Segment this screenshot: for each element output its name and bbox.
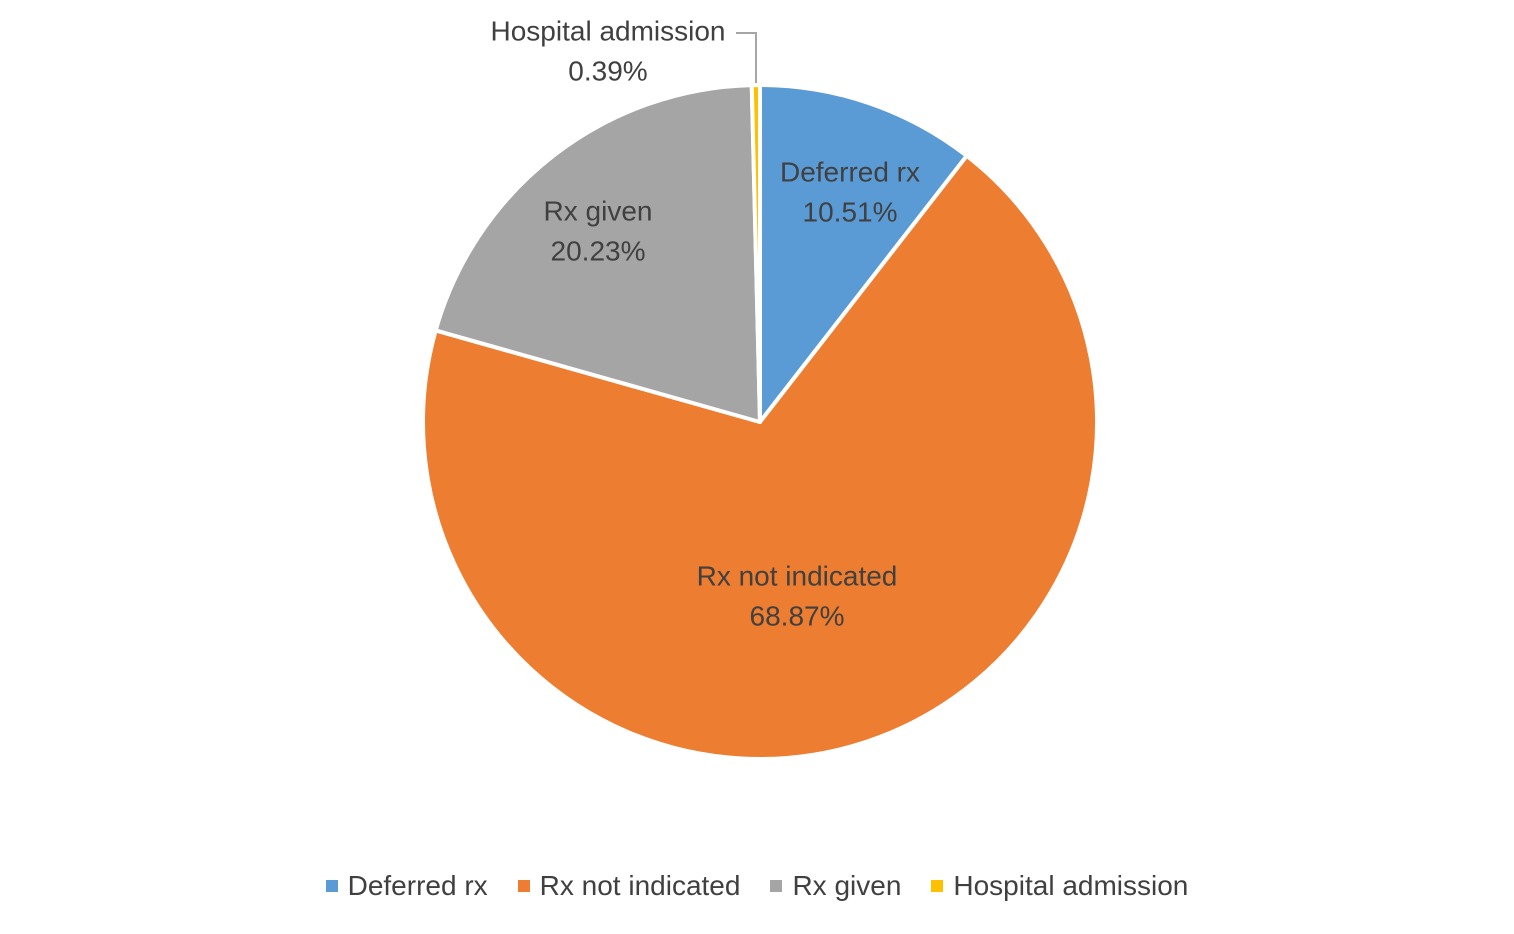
slice-label-rx-not-indicated: Rx not indicated 68.87% [697,560,898,631]
slice-label-rx-given: Rx given 20.23% [544,195,653,266]
legend-label-deferred-rx: Deferred rx [347,870,488,901]
legend-label-rx-not-indicated: Rx not indicated [539,870,741,901]
pie-slice-rx-not-indicated [421,153,1099,761]
pie-slice-hospital-admission [749,83,762,424]
legend-label-hospital-admission: Hospital admission [953,870,1189,901]
leader-line-hospital-admission [736,32,757,83]
pie-slice-rx-given [433,83,762,424]
pie-slices [421,83,1099,761]
slice-labels: Deferred rx 10.51% Rx not indicated 68.87% R… [491,15,921,631]
legend-swatch-hospital-admission [931,880,944,892]
legend-item-deferred-rx: Deferred rx [325,870,488,902]
legend-item-hospital-admission: Hospital admission [931,870,1188,902]
legend-swatch-rx-given [770,880,783,892]
legend-label-rx-given: Rx given [792,870,902,901]
legend-swatch-deferred-rx [325,880,338,892]
legend-item-rx-given: Rx given [770,870,901,902]
slice-label-hospital-admission: Hospital admission 0.39% [491,15,726,86]
legend: Deferred rx Rx not indicated Rx given Ho… [0,866,1514,906]
legend-swatch-rx-not-indicated [517,880,530,892]
leader-lines [736,32,757,83]
pie-slice-deferred-rx [758,83,969,424]
legend-item-rx-not-indicated: Rx not indicated [517,870,741,902]
slice-label-deferred-rx: Deferred rx 10.51% [780,156,920,227]
